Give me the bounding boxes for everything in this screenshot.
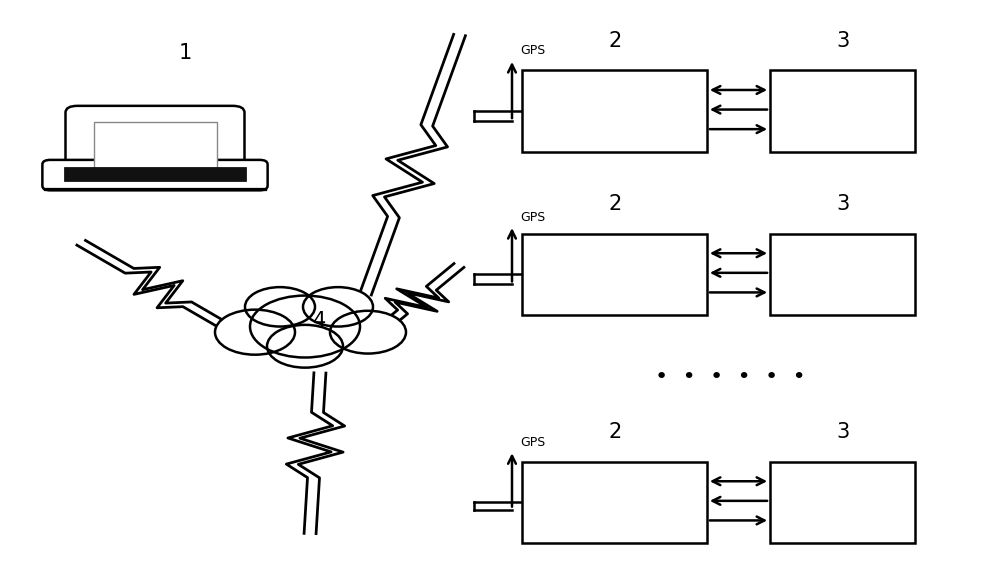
Text: 2: 2 [608, 194, 622, 214]
Bar [522, 70, 707, 152]
Text: 1: 1 [178, 43, 192, 64]
Text: 2: 2 [608, 30, 622, 51]
Text: 3: 3 [836, 194, 850, 214]
Text: 4: 4 [313, 311, 327, 331]
Text: 3: 3 [836, 422, 850, 442]
FancyBboxPatch shape [42, 160, 268, 190]
Bar [94, 122, 216, 168]
Text: GPS: GPS [520, 436, 545, 449]
Text: GPS: GPS [520, 211, 545, 224]
Text: GPS: GPS [520, 44, 545, 57]
Circle shape [250, 296, 360, 358]
Text: 3: 3 [836, 30, 850, 51]
Bar [522, 462, 707, 543]
Circle shape [267, 325, 343, 368]
Circle shape [245, 287, 315, 327]
Bar [522, 234, 707, 315]
Circle shape [215, 310, 295, 355]
Bar [770, 462, 915, 543]
Bar [770, 234, 915, 315]
Bar [64, 167, 246, 181]
Circle shape [303, 287, 373, 327]
FancyBboxPatch shape [66, 106, 244, 184]
Bar [770, 70, 915, 152]
Text: •  •  •  •  •  •: • • • • • • [655, 367, 805, 387]
Circle shape [330, 311, 406, 354]
Text: 2: 2 [608, 422, 622, 442]
